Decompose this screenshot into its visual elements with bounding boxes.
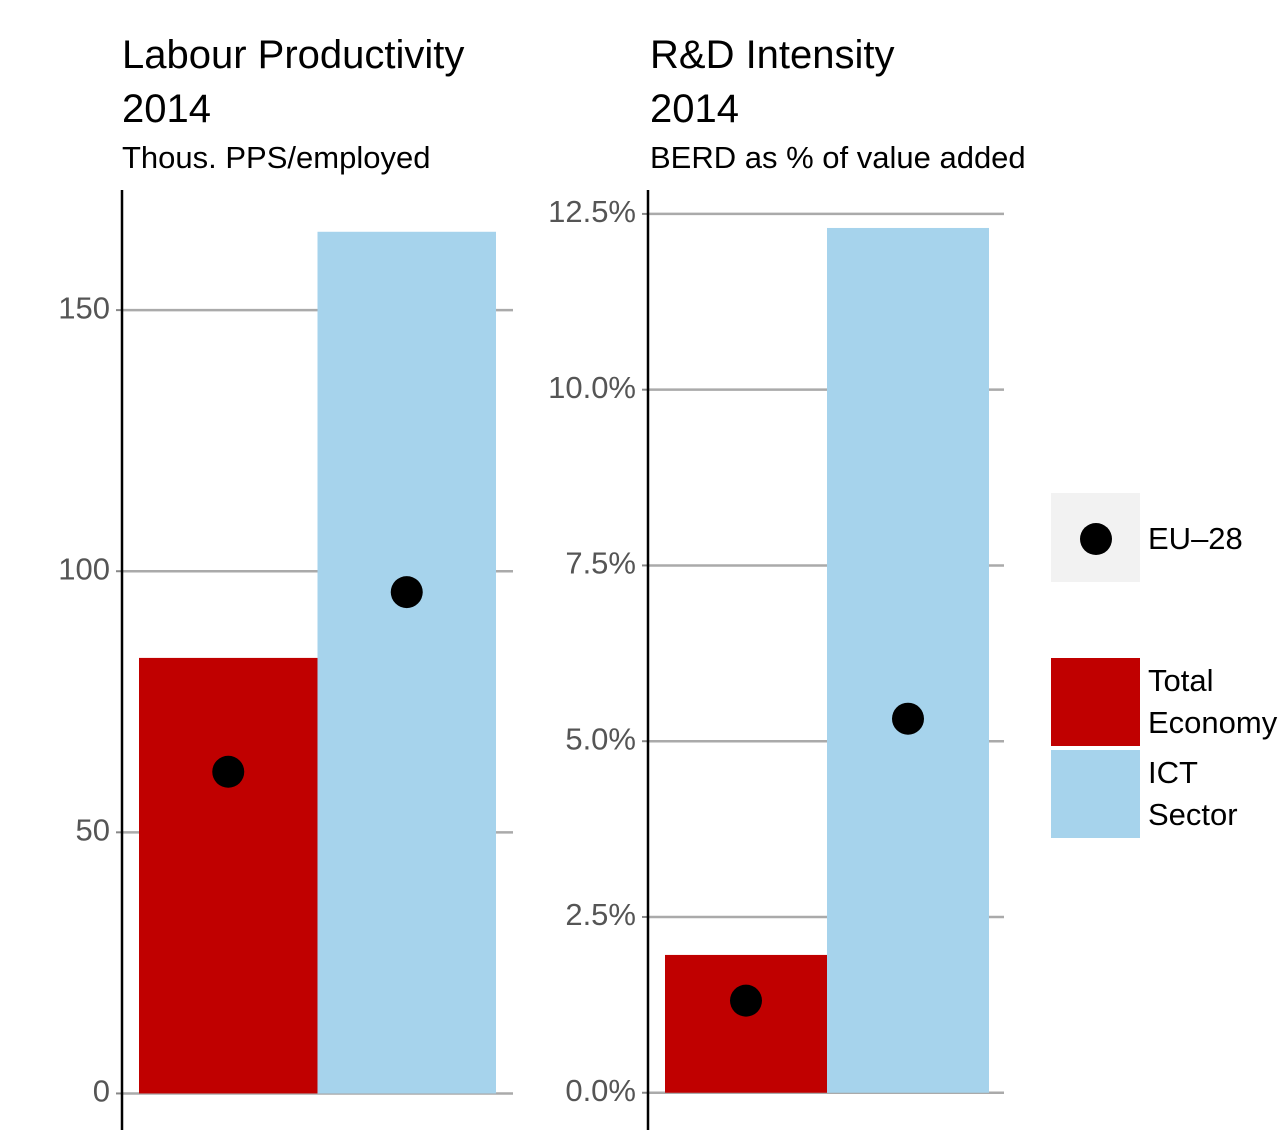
y-tick-label: 50 <box>76 813 110 848</box>
legend-dot <box>1080 523 1112 555</box>
bar <box>139 657 318 1094</box>
legend-label: Total Economy <box>1148 663 1278 740</box>
bar <box>827 227 989 1093</box>
chart-title: Labour Productivity 2014 <box>122 33 465 131</box>
y-tick-label: 0.0% <box>565 1073 636 1108</box>
legend-label: ICT Sector <box>1148 755 1238 832</box>
reference-dot <box>212 755 245 788</box>
y-tick-label: 100 <box>58 551 110 586</box>
legend-swatch <box>1051 658 1140 746</box>
legend-swatch <box>1051 750 1140 838</box>
y-tick-label: 0 <box>93 1074 110 1109</box>
reference-dot <box>892 702 924 735</box>
y-tick-label: 150 <box>58 290 110 325</box>
reference-dot <box>390 576 423 609</box>
reference-dot <box>730 984 762 1017</box>
chart-subtitle: Thous. PPS/employed <box>122 140 431 175</box>
y-tick-label: 2.5% <box>565 897 636 932</box>
bar <box>317 231 496 1094</box>
y-tick-label: 5.0% <box>565 721 636 756</box>
y-tick-label: 10.0% <box>548 370 636 405</box>
chart-title: R&D Intensity 2014 <box>650 33 895 131</box>
y-tick-label: 12.5% <box>548 194 636 229</box>
legend-label: EU–28 <box>1148 521 1243 556</box>
bar <box>665 954 827 1093</box>
y-tick-label: 7.5% <box>565 546 636 581</box>
chart-subtitle: BERD as % of value added <box>650 140 1026 175</box>
